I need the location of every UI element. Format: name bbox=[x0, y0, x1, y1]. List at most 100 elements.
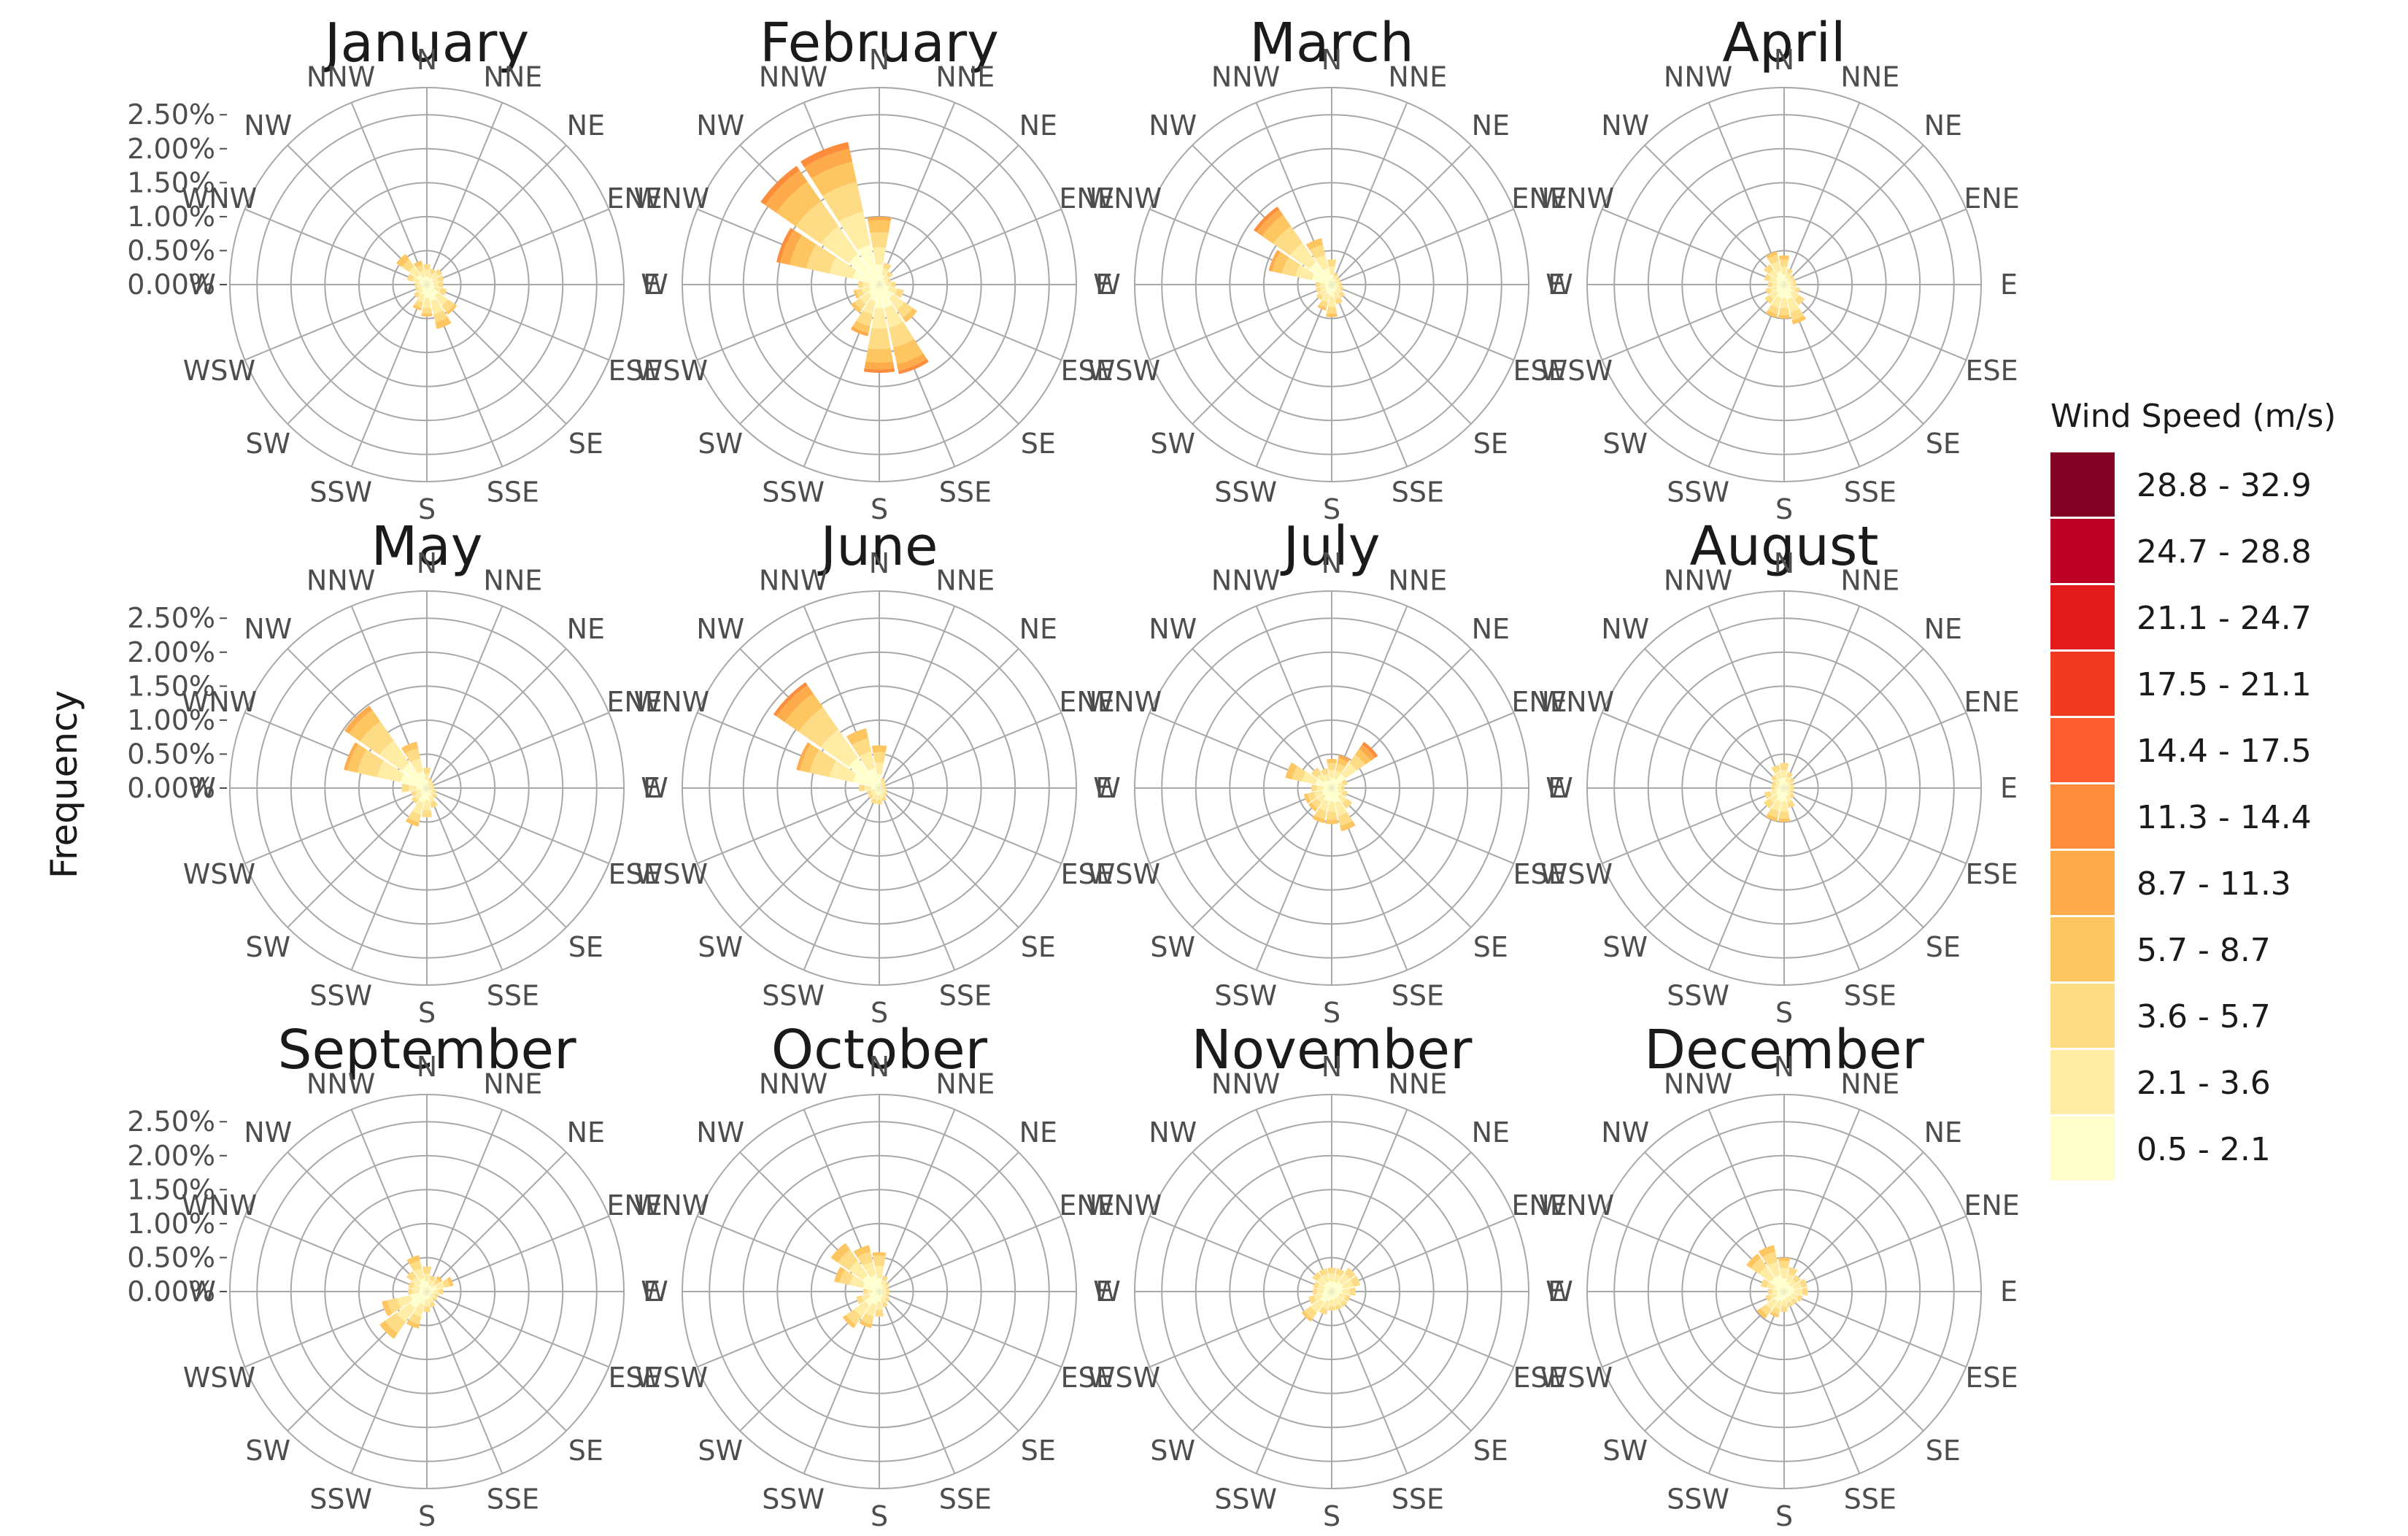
grid-spoke bbox=[879, 1291, 1062, 1368]
wedge-nnw-bin-3 bbox=[413, 260, 423, 268]
wedge-ene-bin-0 bbox=[427, 786, 430, 788]
wedge-se-bin-1 bbox=[1335, 288, 1342, 295]
grid-spoke bbox=[426, 787, 503, 970]
wedge-nw-bin-0 bbox=[1309, 262, 1332, 285]
direction-label-sw: SW bbox=[245, 1435, 290, 1467]
wedge-wnw-bin-1 bbox=[849, 1275, 865, 1289]
wedge-nw-bin-0 bbox=[1775, 276, 1784, 285]
wedge-w-bin-1 bbox=[1316, 785, 1324, 791]
wedge-e-bin-0 bbox=[1332, 284, 1336, 285]
wedge-ene-bin-0 bbox=[879, 1289, 884, 1292]
facet-title: April bbox=[1722, 12, 1845, 74]
wedge-wnw-bin-2 bbox=[1761, 1278, 1769, 1288]
wedge-nw-bin-0 bbox=[863, 1275, 879, 1292]
wedge-wnw-bin-2 bbox=[408, 1281, 414, 1289]
wedge-wsw-bin-3 bbox=[1303, 793, 1311, 804]
wedge-ese-bin-0 bbox=[427, 788, 431, 791]
wedge-nne-bin-2 bbox=[882, 262, 892, 271]
wedge-sw-bin-1 bbox=[1310, 1299, 1324, 1313]
direction-label-nnw: NNW bbox=[1211, 1068, 1280, 1100]
direction-label-se: SE bbox=[1473, 931, 1508, 963]
direction-label-se: SE bbox=[1473, 428, 1508, 460]
wedge-nnw-bin-1 bbox=[1315, 255, 1329, 271]
grid-spoke bbox=[1192, 648, 1332, 789]
wedge-ene-bin-0 bbox=[1332, 282, 1336, 285]
wedge-nne-bin-0 bbox=[427, 1284, 431, 1292]
grid-spoke bbox=[244, 208, 428, 285]
direction-label-wnw: WNW bbox=[1539, 182, 1615, 215]
grid-spoke bbox=[426, 1291, 503, 1474]
wedge-ene-bin-2 bbox=[1342, 779, 1348, 786]
direction-label-nne: NNE bbox=[1388, 61, 1447, 93]
wedge-sse-bin-1 bbox=[428, 1297, 434, 1304]
grid-spoke bbox=[1783, 711, 1967, 789]
wedge-ese-bin-2 bbox=[433, 790, 437, 794]
wedge-e-bin-2 bbox=[887, 1289, 890, 1294]
wedge-sw-bin-1 bbox=[1769, 793, 1779, 803]
wedge-n-bin-3 bbox=[1778, 255, 1790, 260]
grid-spoke bbox=[1331, 284, 1472, 425]
wedge-n-bin-1 bbox=[1780, 266, 1788, 275]
grid-spoke bbox=[697, 787, 880, 865]
wedge-sse-bin-1 bbox=[1333, 291, 1340, 300]
wedge-se-bin-1 bbox=[1337, 793, 1347, 803]
wedge-sw-bin-3 bbox=[379, 1320, 398, 1339]
wedge-w-bin-1 bbox=[1772, 1289, 1778, 1294]
wedge-n-bin-3 bbox=[871, 745, 887, 753]
direction-label-nw: NW bbox=[1149, 109, 1197, 142]
direction-label-e: E bbox=[1095, 269, 1113, 301]
direction-label-w: W bbox=[188, 269, 216, 301]
wedge-sse-bin-0 bbox=[1332, 788, 1340, 803]
wedge-wsw-bin-0 bbox=[869, 285, 879, 290]
grid-spoke bbox=[879, 1215, 1062, 1292]
wedge-ese-bin-1 bbox=[882, 1292, 887, 1296]
grid-spoke bbox=[1783, 787, 1924, 928]
grid-spoke bbox=[426, 144, 567, 285]
wedge-se-bin-2 bbox=[896, 301, 913, 318]
wedge-nne-bin-1 bbox=[1332, 275, 1338, 280]
wedge-s-bin-1 bbox=[1327, 801, 1336, 812]
wedge-ene-bin-2 bbox=[887, 277, 892, 283]
wedge-n-bin-1 bbox=[874, 1265, 884, 1278]
wedge-nw-bin-2 bbox=[360, 721, 394, 755]
wedge-ssw-bin-0 bbox=[1324, 788, 1332, 802]
wedge-nnw-bin-2 bbox=[415, 264, 424, 272]
direction-label-sse: SSE bbox=[1844, 476, 1896, 509]
facet-title: January bbox=[322, 12, 530, 74]
wedge-se-bin-1 bbox=[1336, 1296, 1344, 1304]
wedge-nne-bin-2 bbox=[1335, 1268, 1345, 1276]
wedge-se-bin-0 bbox=[427, 788, 432, 793]
wedge-nne-bin-0 bbox=[427, 277, 431, 285]
grid-spoke bbox=[426, 787, 609, 865]
wedge-w-bin-1 bbox=[1774, 786, 1779, 790]
wedge-nw-bin-2 bbox=[1770, 774, 1778, 781]
wedge-nnw-bin-0 bbox=[1776, 271, 1784, 285]
direction-label-wsw: WSW bbox=[183, 1362, 255, 1394]
wedge-s-bin-1 bbox=[422, 298, 431, 309]
direction-label-sse: SSE bbox=[939, 980, 992, 1012]
direction-label-ssw: SSW bbox=[1214, 476, 1277, 509]
wedge-wsw-bin-0 bbox=[1321, 1292, 1332, 1297]
wedge-ese-bin-0 bbox=[879, 285, 890, 290]
direction-label-w: W bbox=[641, 1276, 668, 1308]
wedge-ssw-bin-2 bbox=[1767, 808, 1780, 818]
direction-label-ne: NE bbox=[1019, 109, 1057, 142]
wedge-w-bin-2 bbox=[1312, 1288, 1317, 1295]
direction-label-nnw: NNW bbox=[759, 61, 827, 93]
wedge-nnw-bin-2 bbox=[404, 748, 421, 763]
direction-label-wnw: WNW bbox=[1539, 686, 1615, 718]
wedge-n-bin-1 bbox=[1328, 1273, 1335, 1282]
direction-label-wsw: WSW bbox=[183, 858, 255, 890]
wedge-sse-bin-2 bbox=[429, 1302, 436, 1308]
wedge-e-bin-2 bbox=[884, 787, 887, 790]
wedge-ne-bin-2 bbox=[886, 271, 893, 278]
legend-key-5 bbox=[2050, 784, 2115, 849]
direction-label-wnw: WNW bbox=[182, 686, 258, 718]
direction-label-se: SE bbox=[1021, 428, 1056, 460]
grid-spoke bbox=[1331, 1291, 1514, 1368]
direction-label-se: SE bbox=[1926, 931, 1961, 963]
grid-spoke bbox=[739, 787, 880, 928]
grid-spoke bbox=[1149, 787, 1332, 865]
wedge-w-bin-2 bbox=[407, 1288, 412, 1295]
